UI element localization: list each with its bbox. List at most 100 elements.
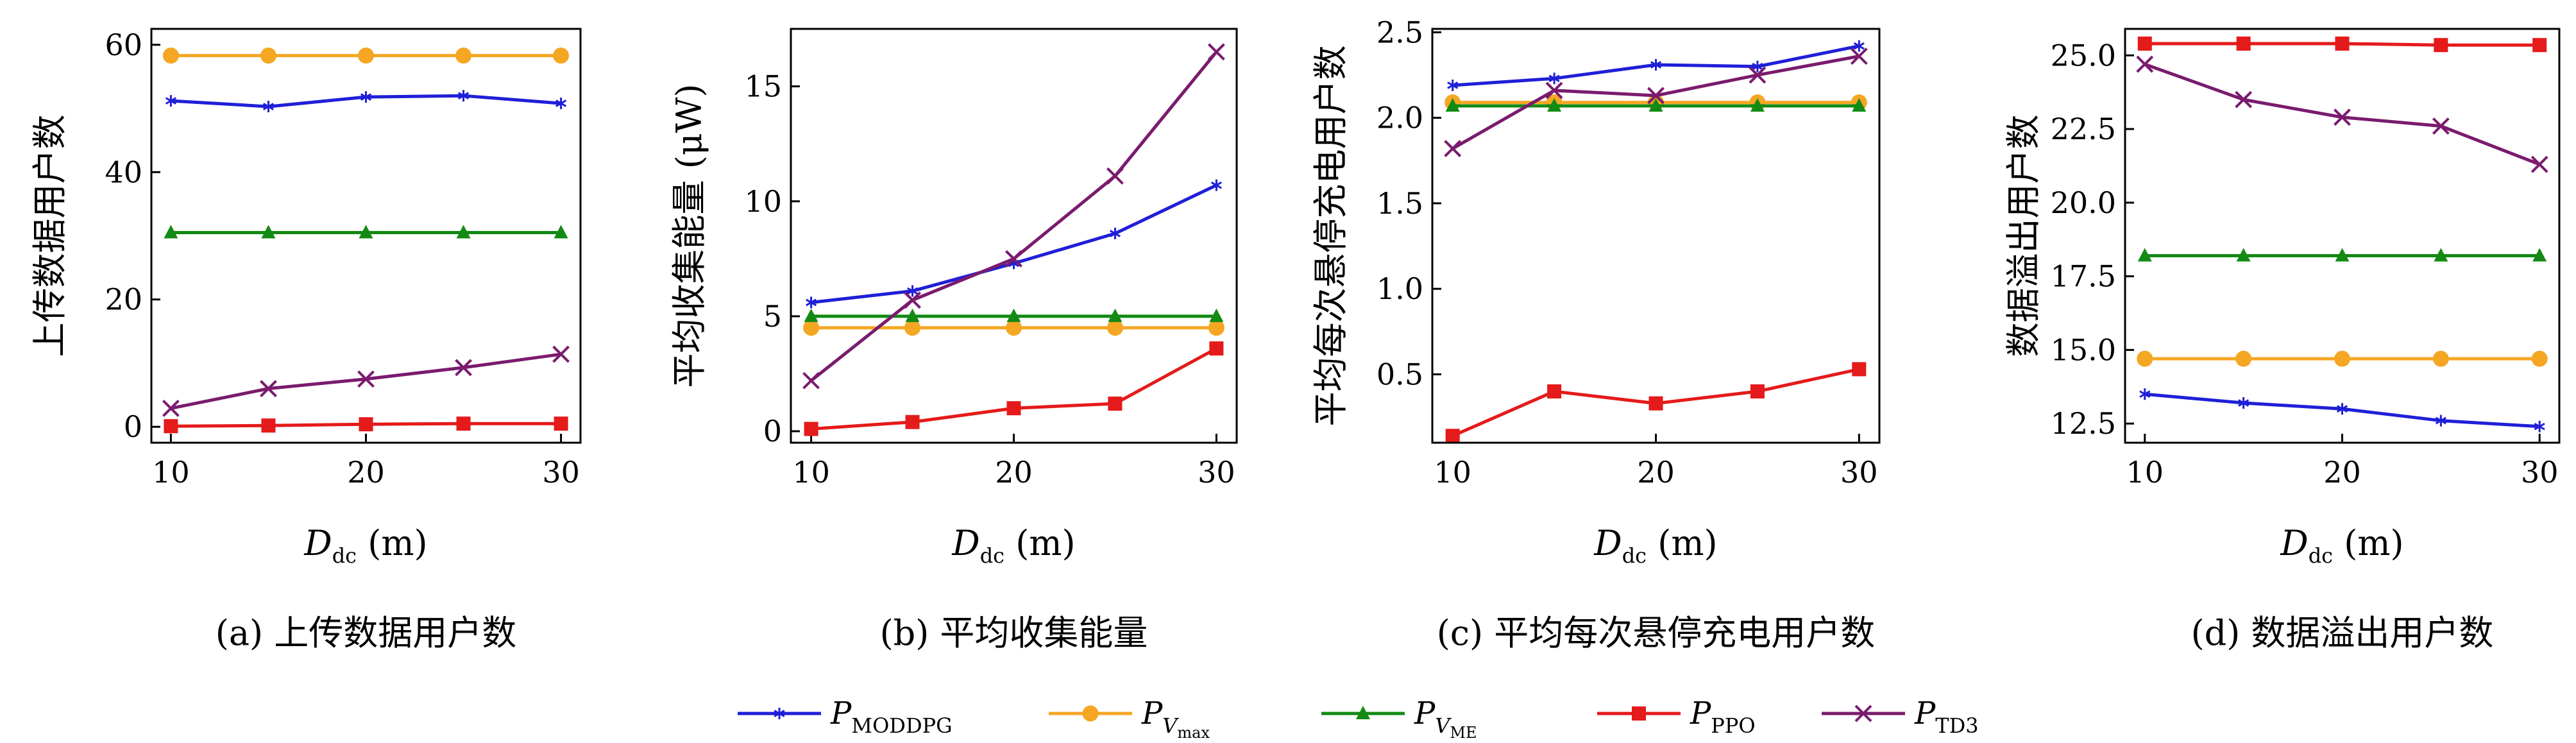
plot-frame [1431, 28, 1881, 444]
x-axis-label: Ddc (m) [2280, 523, 2403, 568]
data-point-P_PPO [554, 416, 568, 431]
y-tick-label: 12.5 [2051, 406, 2116, 441]
data-point-P_TD3 [2334, 108, 2351, 126]
data-point-P_MODDPG [262, 101, 274, 113]
data-point-P_TD3 [455, 359, 472, 377]
data-point-P_VME [2532, 248, 2547, 262]
data-point-P_MODDPG [2534, 420, 2545, 432]
data-point-P_MODDPG [1548, 73, 1560, 85]
x-tick-label: 10 [152, 455, 190, 490]
data-point-P_PPO [1006, 401, 1021, 416]
data-point-P_PPO [2434, 38, 2448, 53]
data-point-P_TD3 [162, 400, 180, 417]
legend-item-P_PPO: PPPO [1597, 696, 1756, 738]
data-point-P_MODDPG [806, 296, 817, 309]
data-point-P_MODDPG [555, 98, 567, 110]
data-point-P_Vmax [1106, 320, 1123, 336]
data-point-P_MODDPG [458, 90, 470, 102]
panel-caption: (d) 数据溢出用户数 [2191, 613, 2494, 653]
legend-label: PMODDPG [830, 696, 953, 738]
data-point-P_MODDPG [1650, 58, 1662, 71]
data-point-P_PPO [1445, 429, 1460, 443]
data-point-P_Vmax [2137, 350, 2153, 367]
x-tick-label: 20 [1637, 455, 1675, 490]
data-point-P_PPO [1750, 384, 1765, 399]
y-tick-label: 20.0 [2051, 185, 2116, 220]
x-tick-label: 30 [2521, 455, 2559, 490]
x-axis-label: Ddc (m) [1593, 523, 1717, 568]
legend-label: PVME [1414, 696, 1477, 742]
y-axis-label: 平均收集能量 (μW) [669, 84, 709, 388]
data-point-P_MODDPG [1447, 79, 1459, 91]
data-point-P_TD3 [1106, 167, 1124, 185]
chart-panel-3: 0.5 1.0 1.5 2.0 2.5 10 20 30 平均每次悬停充电用户数 Ddc (m) (… [1310, 15, 1881, 653]
data-point-P_TD3 [1850, 47, 1868, 65]
data-point-P_VME [2335, 248, 2350, 262]
plot-frame [2124, 28, 2561, 444]
data-point-P_VME [554, 225, 568, 239]
data-point-P_Vmax [358, 47, 374, 64]
y-axis-label: 平均每次悬停充电用户数 [1310, 46, 1351, 427]
data-point-P_MODDPG [1109, 227, 1121, 239]
data-point-P_MODDPG [1752, 60, 1763, 73]
data-point-P_VME [261, 225, 276, 239]
data-point-P_VME [164, 225, 178, 239]
plot-frame [150, 28, 582, 444]
data-point-P_TD3 [1207, 43, 1225, 61]
data-point-P_TD3 [1444, 140, 1462, 157]
y-tick-label: 22.5 [2051, 112, 2116, 146]
data-point-P_TD3 [2235, 90, 2253, 108]
data-point-P_PPO [456, 416, 471, 431]
data-point-P_PPO [1547, 384, 1562, 399]
y-tick-label: 40 [105, 155, 142, 189]
data-point-P_VME [1547, 98, 1562, 112]
data-point-P_MODDPG [2139, 388, 2151, 400]
legend-item-P_TD3: PTD3 [1822, 696, 1979, 738]
data-point-P_MODDPG [1853, 40, 1865, 52]
plot-frame [790, 28, 1238, 444]
y-tick-label: 17.5 [2051, 259, 2116, 294]
y-tick-label: 0.5 [1377, 357, 1423, 391]
data-point-P_MODDPG [2336, 403, 2348, 415]
data-point-P_Vmax [1208, 320, 1224, 336]
data-point-P_VME [1006, 308, 1021, 322]
data-point-P_TD3 [260, 380, 277, 398]
x-tick-label: 20 [2323, 455, 2361, 490]
data-point-P_Vmax [1006, 320, 1022, 336]
panel-caption: (b) 平均收集能量 [880, 613, 1148, 653]
y-tick-label: 10 [744, 184, 782, 219]
data-point-P_VME [1445, 98, 1460, 112]
data-point-P_VME [2236, 248, 2251, 262]
data-point-P_VME [1852, 98, 1867, 112]
y-tick-label: 2.0 [1377, 101, 1423, 135]
data-point-P_Vmax [2334, 350, 2350, 367]
x-axis-label: Ddc (m) [303, 523, 427, 568]
y-tick-label: 0 [763, 414, 782, 448]
data-point-P_VME [1750, 98, 1765, 112]
data-point-P_MODDPG [165, 95, 176, 107]
series-line-P_TD3 [170, 352, 561, 410]
data-point-P_Vmax [162, 47, 179, 64]
data-point-P_TD3 [2136, 55, 2154, 73]
legend-label: PVmax [1141, 696, 1210, 742]
data-point-P_VME [2434, 248, 2448, 262]
data-point-P_TD3 [1647, 87, 1665, 105]
series-line-P_TD3 [2144, 62, 2541, 166]
data-point-P_TD3 [1545, 81, 1563, 99]
y-tick-label: 60 [105, 28, 142, 62]
legend-marker [774, 708, 785, 719]
series-line-P_PPO [811, 346, 1217, 431]
data-point-P_Vmax [2235, 350, 2252, 367]
x-tick-label: 30 [542, 455, 580, 490]
x-tick-label: 30 [1198, 455, 1235, 490]
chart-panel-2: 0 5 10 15 10 20 30 平均收集能量 (μW) Ddc (m) (b) 平均收集能量 [669, 28, 1238, 653]
data-point-P_VME [359, 225, 373, 239]
data-point-P_PPO [1108, 397, 1123, 411]
series-line-P_MODDPG [811, 184, 1217, 304]
data-point-P_TD3 [904, 291, 921, 309]
data-point-P_Vmax [2432, 350, 2449, 367]
data-point-P_VME [1209, 308, 1224, 322]
legend-marker [1632, 706, 1646, 721]
data-point-P_Vmax [803, 320, 820, 336]
